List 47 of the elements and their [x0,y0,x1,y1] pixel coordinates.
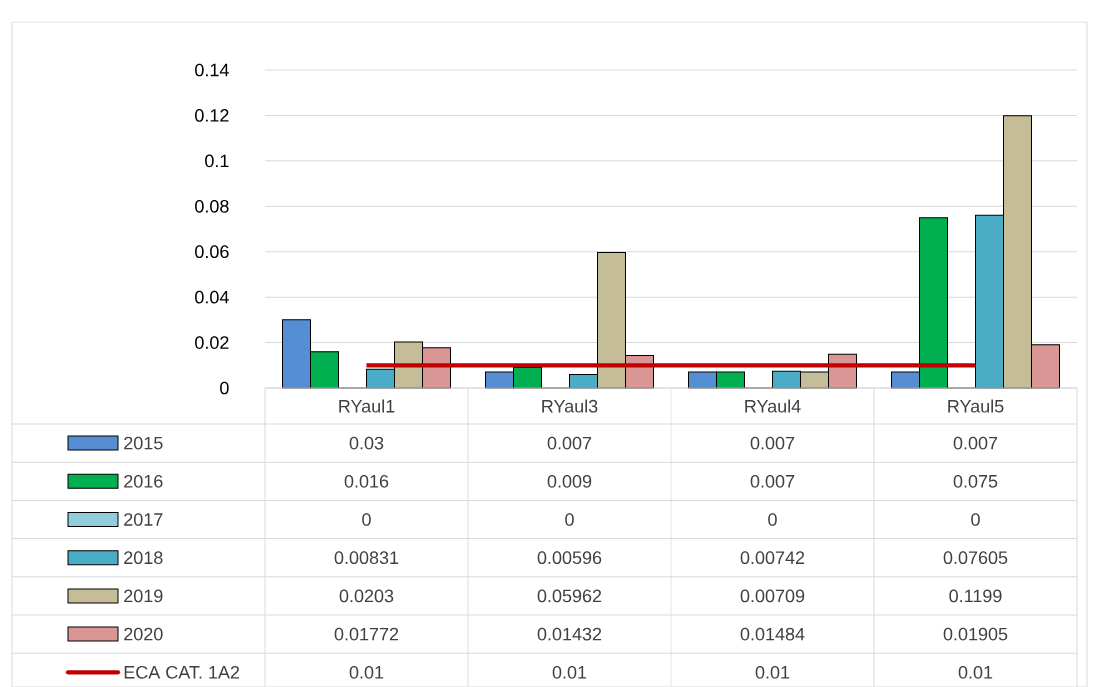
data-label: 0.07605 [943,551,1008,565]
data-label: 0.01772 [334,627,399,641]
data-label: 0.01905 [943,627,1008,641]
data-label: 0.007 [953,436,998,450]
legend-label: 2019 [124,589,163,603]
data-label: 0.01 [755,665,790,679]
x-tick-label: RYaul1 [339,399,395,413]
legend-label: 2018 [124,551,163,565]
y-tick-label: 0.12 [195,109,229,122]
data-label: 0 [362,513,371,526]
data-label: 0.00596 [537,551,602,565]
data-label: 0.007 [750,474,795,488]
y-tick-label: 0 [220,381,229,395]
data-label: 0.0203 [339,589,394,603]
data-label: 0.01432 [537,627,602,641]
x-tick-label: RYaul5 [948,399,1004,413]
data-label: 0.05962 [537,589,602,603]
data-label: 0.01 [958,665,993,679]
y-tick-label: 0.04 [195,290,229,304]
y-tick-label: 0.14 [195,63,229,77]
data-label: 0.075 [953,474,998,488]
data-label: 0.01484 [740,627,805,641]
data-label: 0.00742 [740,551,805,565]
data-label: 0.03 [349,436,384,450]
data-label: 0 [565,513,574,526]
x-tick-label: RYaul3 [542,399,598,413]
data-label: 0.007 [547,436,592,450]
legend-label: 2017 [124,513,163,526]
legend-label: 2015 [124,436,163,450]
data-label: 0.009 [547,474,592,488]
data-label: 0 [971,513,980,526]
y-tick-label: 0.08 [195,199,229,213]
y-tick-label: 0.06 [195,245,229,259]
y-tick-label: 0.1 [205,154,229,168]
data-label: 0.01 [552,665,587,679]
x-tick-label: RYaul4 [745,399,801,413]
data-label: 0.00831 [334,551,399,565]
data-label: 0 [768,513,777,526]
data-label: 0.01 [349,665,384,679]
data-label: 0.1199 [949,589,1002,603]
data-label: 0.00709 [740,589,805,603]
data-label: 0.007 [750,436,795,450]
legend-label: 2020 [124,627,163,641]
y-tick-label: 0.02 [195,336,229,349]
legend-label: ECA CAT. 1A2 [124,665,240,679]
data-label: 0.016 [344,474,389,488]
legend-label: 2016 [124,474,163,488]
